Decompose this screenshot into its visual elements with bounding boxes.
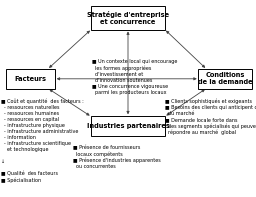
Text: ■ Coût et quantité  des facteurs :
  - ressources naturelles
  - ressources huma: ■ Coût et quantité des facteurs : - ress… — [1, 98, 84, 183]
FancyBboxPatch shape — [91, 116, 165, 136]
Text: ■ Clients sophistiqués et exigeants
■ Besoins des clients qui anticipent ceux
  : ■ Clients sophistiqués et exigeants ■ Be… — [165, 98, 256, 135]
Text: ■ Un contexte local qui encourage
  les formes appropriées
  d'investissement et: ■ Un contexte local qui encourage les fo… — [92, 59, 177, 95]
Text: Conditions
de la demande: Conditions de la demande — [198, 72, 253, 85]
Text: Stratégie d'entreprise
et concurrence: Stratégie d'entreprise et concurrence — [87, 11, 169, 25]
Text: ■ Présence de fournisseurs
  locaux compétents
■ Présence d'industries apparente: ■ Présence de fournisseurs locaux compét… — [73, 145, 161, 169]
Text: Facteurs: Facteurs — [15, 76, 47, 82]
FancyBboxPatch shape — [198, 69, 252, 89]
FancyBboxPatch shape — [91, 6, 165, 30]
Text: Industries partenaires: Industries partenaires — [87, 123, 169, 129]
FancyBboxPatch shape — [6, 69, 55, 89]
